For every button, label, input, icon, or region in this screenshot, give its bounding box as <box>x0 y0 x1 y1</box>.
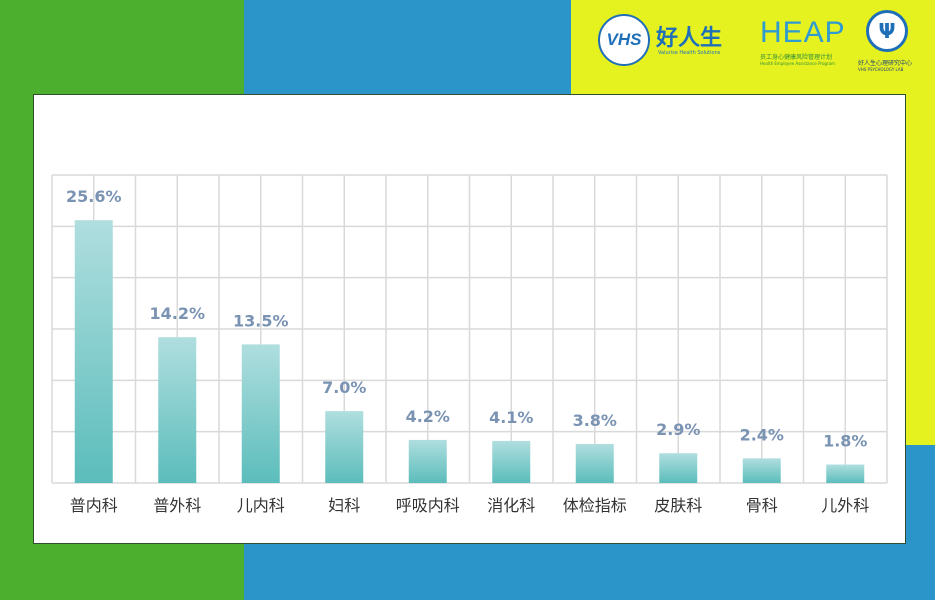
data-label: 25.6% <box>66 187 122 206</box>
category-label: 妇科 <box>328 496 360 515</box>
chart-data-labels: 25.6% 14.2% 13.5% 7.0% 4.2% 4.1% 3.8% 2.9% 2.4% 1… <box>66 187 867 450</box>
category-label: 体检指标 <box>563 496 627 515</box>
heap-logo-mark: HEAP <box>760 16 846 49</box>
bar <box>74 220 113 483</box>
lab-logo-name: 好人生心理研究中心 <box>858 60 913 67</box>
bar <box>325 411 364 483</box>
category-label: 普外科 <box>153 496 201 515</box>
bar <box>659 453 698 483</box>
bar <box>575 443 614 483</box>
vhs-logo-tagline: Valurise Health Solutions <box>658 50 721 56</box>
category-label: 消化科 <box>487 496 535 515</box>
background-blue-top <box>244 0 571 96</box>
category-label: 皮肤科 <box>654 496 702 515</box>
chart-category-labels: 普内科 普外科 儿内科 妇科 呼吸内科 消化科 体检指标 皮肤科 骨科 儿外科 <box>70 496 870 515</box>
vhs-logo-mark: VHS <box>598 14 650 66</box>
bar <box>408 439 447 483</box>
category-label: 儿内科 <box>237 496 285 515</box>
psi-icon: Ψ <box>866 10 908 52</box>
heap-logo-tagline: Health Employee Assistance Program <box>760 61 835 66</box>
bar-chart: 25.6% 14.2% 13.5% 7.0% 4.2% 4.1% 3.8% 2.9% 2.4% 1… <box>51 174 888 515</box>
bar <box>826 464 865 483</box>
vhs-logo: VHS 好人生 Valurise Health Solutions <box>598 14 748 66</box>
data-label: 13.5% <box>233 311 289 330</box>
category-label: 呼吸内科 <box>396 496 460 515</box>
bar <box>742 458 781 483</box>
heap-logo: HEAP 员工身心健康风险管理计划 Health Employee Assist… <box>758 16 858 68</box>
bar <box>241 344 280 483</box>
data-label: 2.9% <box>656 420 700 439</box>
data-label: 4.2% <box>406 407 450 426</box>
vhs-logo-name: 好人生 <box>656 26 723 51</box>
bar <box>492 440 531 483</box>
category-label: 骨科 <box>746 496 778 515</box>
data-label: 3.8% <box>573 411 617 430</box>
data-label: 7.0% <box>322 378 366 397</box>
psi-icon-glyph: Ψ <box>878 19 896 43</box>
vhs-logo-mark-text: VHS <box>606 30 642 49</box>
data-label: 14.2% <box>149 304 205 323</box>
heap-logo-name: 员工身心健康风险管理计划 <box>760 54 833 61</box>
category-label: 普内科 <box>70 496 118 515</box>
data-label: 2.4% <box>740 425 784 444</box>
data-label: 4.1% <box>489 408 533 427</box>
chart-bars <box>74 220 865 483</box>
category-label: 儿外科 <box>821 496 869 515</box>
chart-card: 25.6% 14.2% 13.5% 7.0% 4.2% 4.1% 3.8% 2.9% 2.4% 1… <box>33 94 906 544</box>
background-green-top <box>0 0 244 96</box>
psychology-lab-logo: Ψ 好人生心理研究中心 VHS PSYCHOLOGY LAB <box>856 10 924 76</box>
data-label: 1.8% <box>823 432 867 451</box>
lab-logo-tagline: VHS PSYCHOLOGY LAB <box>858 67 904 72</box>
bar <box>158 337 197 483</box>
